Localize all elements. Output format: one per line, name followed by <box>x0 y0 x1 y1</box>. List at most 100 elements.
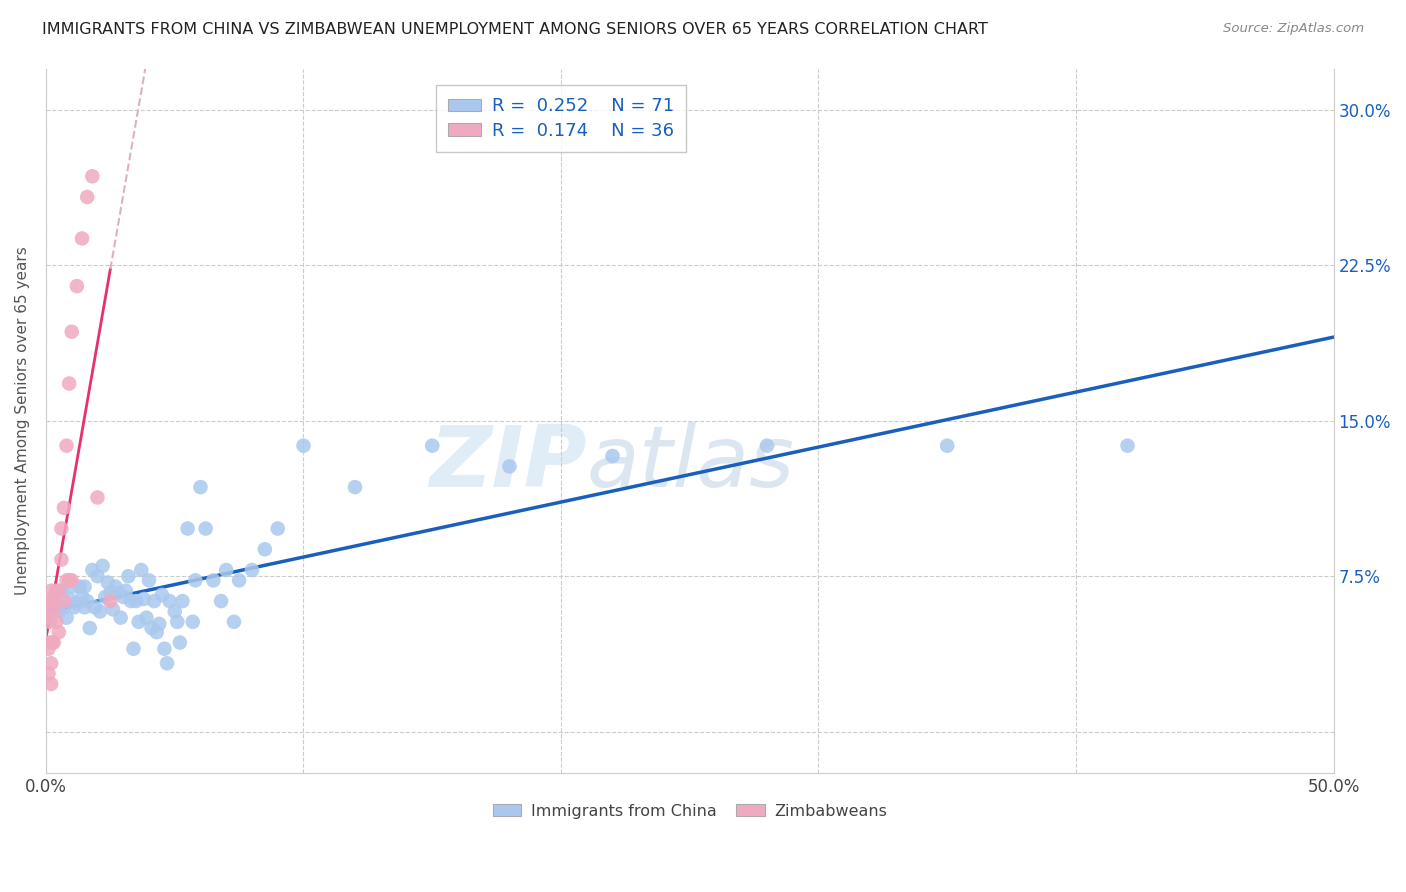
Point <box>42 594 65 608</box>
Point <box>202 574 225 588</box>
Point <box>70 231 93 245</box>
Point <box>194 522 217 536</box>
Point <box>156 657 179 671</box>
Point <box>83 600 105 615</box>
Point <box>37 594 59 608</box>
Point <box>38 641 60 656</box>
Point <box>166 615 188 629</box>
Point <box>55 610 77 624</box>
Point <box>98 594 121 608</box>
Point <box>55 439 77 453</box>
Point <box>176 522 198 536</box>
Legend: Immigrants from China, Zimbabweans: Immigrants from China, Zimbabweans <box>486 797 893 825</box>
Point <box>86 569 108 583</box>
Point <box>420 439 443 453</box>
Point <box>38 594 60 608</box>
Point <box>82 169 104 184</box>
Point <box>55 574 77 588</box>
Point <box>58 376 80 391</box>
Point <box>39 583 62 598</box>
Point <box>42 590 65 604</box>
Point <box>209 594 232 608</box>
Point <box>79 621 101 635</box>
Point <box>343 480 366 494</box>
Point <box>112 590 135 604</box>
Point <box>60 574 83 588</box>
Point <box>172 594 194 608</box>
Point <box>97 575 120 590</box>
Point <box>37 610 59 624</box>
Point <box>141 621 163 635</box>
Point <box>101 602 124 616</box>
Point <box>498 459 520 474</box>
Point <box>129 563 152 577</box>
Point <box>91 558 114 573</box>
Point <box>66 279 89 293</box>
Point <box>37 600 59 615</box>
Point <box>215 563 238 577</box>
Point <box>128 615 150 629</box>
Point <box>184 574 207 588</box>
Point <box>936 439 959 453</box>
Point <box>45 583 67 598</box>
Point <box>51 522 73 536</box>
Point <box>51 552 73 566</box>
Point <box>73 600 96 615</box>
Point <box>190 480 212 494</box>
Point <box>39 657 62 671</box>
Text: Source: ZipAtlas.com: Source: ZipAtlas.com <box>1223 22 1364 36</box>
Point <box>94 590 117 604</box>
Point <box>38 635 60 649</box>
Point <box>132 592 155 607</box>
Point <box>69 580 91 594</box>
Text: ZIP: ZIP <box>429 422 586 505</box>
Point <box>222 615 245 629</box>
Point <box>63 600 86 615</box>
Point <box>42 604 65 618</box>
Point <box>125 594 148 608</box>
Point <box>135 610 157 624</box>
Point <box>42 635 65 649</box>
Point <box>76 594 98 608</box>
Point <box>48 625 70 640</box>
Point <box>1116 439 1139 453</box>
Point <box>104 580 127 594</box>
Y-axis label: Unemployment Among Seniors over 65 years: Unemployment Among Seniors over 65 years <box>15 246 30 595</box>
Point <box>150 588 173 602</box>
Point <box>39 594 62 608</box>
Point <box>159 594 181 608</box>
Point <box>41 635 63 649</box>
Point <box>53 500 76 515</box>
Point <box>292 439 315 453</box>
Point <box>602 449 624 463</box>
Point <box>58 592 80 607</box>
Point <box>76 190 98 204</box>
Point <box>153 641 176 656</box>
Point <box>48 604 70 618</box>
Text: atlas: atlas <box>586 422 794 505</box>
Point <box>66 596 89 610</box>
Point <box>89 604 111 618</box>
Point <box>138 574 160 588</box>
Point <box>117 569 139 583</box>
Point <box>145 625 167 640</box>
Point <box>86 491 108 505</box>
Point <box>60 580 83 594</box>
Point <box>58 574 80 588</box>
Point <box>253 542 276 557</box>
Point <box>143 594 166 608</box>
Point <box>45 615 67 629</box>
Point <box>240 563 263 577</box>
Point <box>98 586 121 600</box>
Point <box>53 594 76 608</box>
Point <box>107 586 129 600</box>
Point <box>48 583 70 598</box>
Point <box>70 590 93 604</box>
Point <box>122 641 145 656</box>
Point <box>60 325 83 339</box>
Text: IMMIGRANTS FROM CHINA VS ZIMBABWEAN UNEMPLOYMENT AMONG SENIORS OVER 65 YEARS COR: IMMIGRANTS FROM CHINA VS ZIMBABWEAN UNEM… <box>42 22 988 37</box>
Point <box>120 594 142 608</box>
Point <box>148 616 170 631</box>
Point <box>181 615 204 629</box>
Point <box>73 580 96 594</box>
